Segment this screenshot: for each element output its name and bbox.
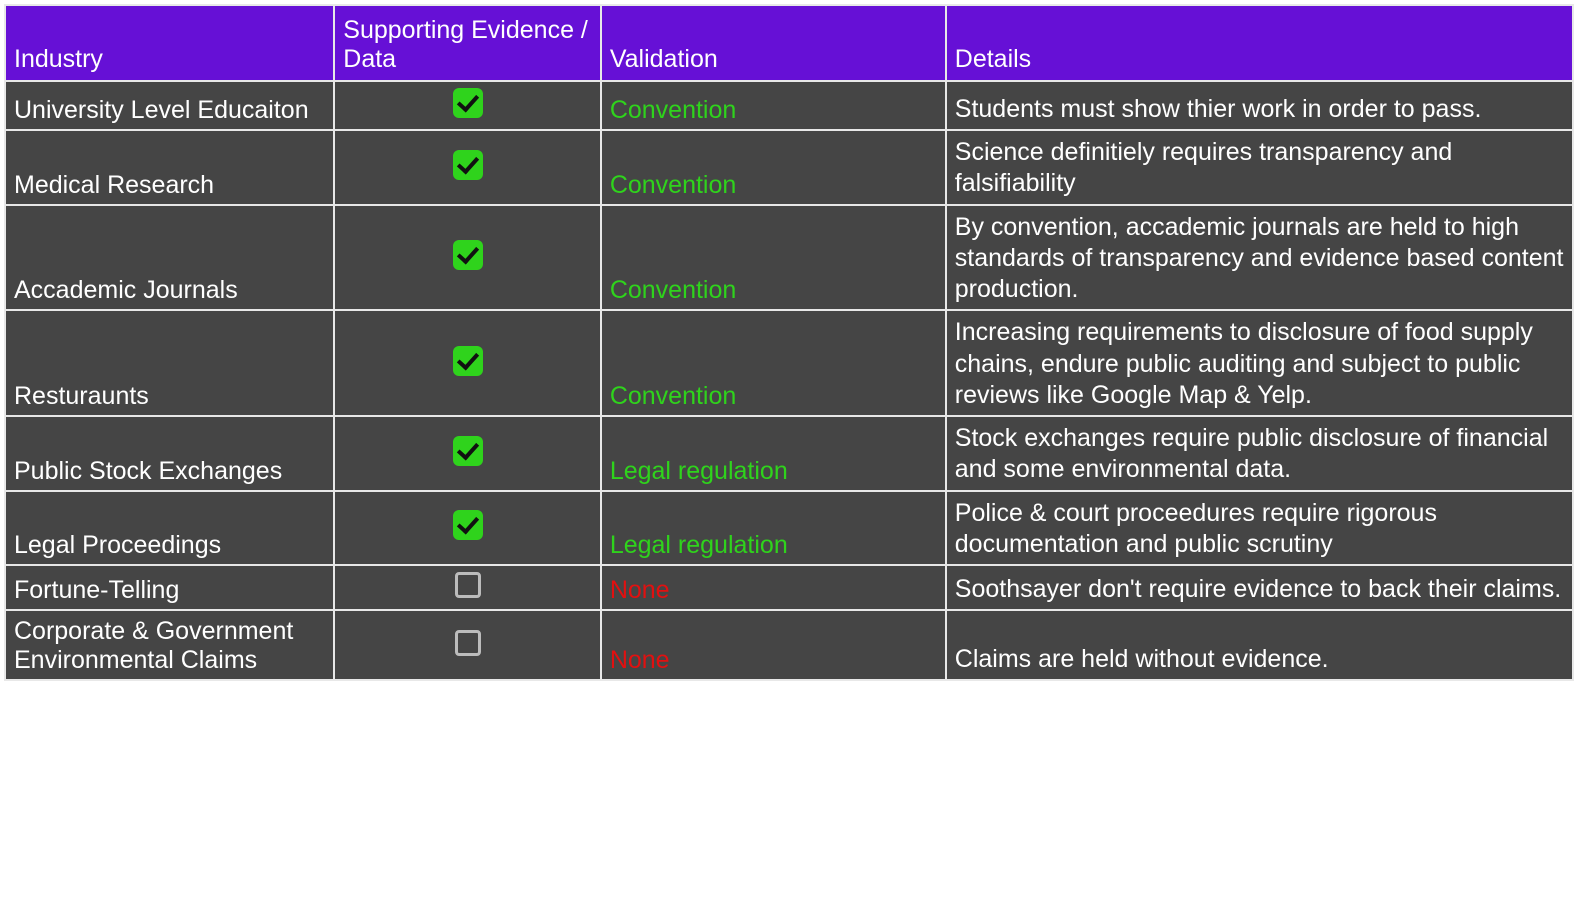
industry-cell: Public Stock Exchanges — [5, 416, 334, 491]
evidence-table: Industry Supporting Evidence / Data Vali… — [4, 4, 1574, 681]
col-header-industry: Industry — [5, 5, 334, 81]
evidence-cell — [334, 310, 601, 416]
validation-label: Convention — [610, 96, 736, 124]
evidence-cell — [334, 416, 601, 491]
col-header-evidence: Supporting Evidence / Data — [334, 5, 601, 81]
table-row: Medical Research Convention Science defini… — [5, 130, 1573, 205]
details-cell: Increasing requirements to disclosure of… — [946, 310, 1573, 416]
validation-label: Legal regulation — [610, 531, 788, 559]
validation-cell: Convention — [601, 81, 946, 130]
table-row: Fortune-Telling None Soothsayer don't requ… — [5, 565, 1573, 610]
details-cell: Students must show thier work in order t… — [946, 81, 1573, 130]
checkbox-checked-icon — [453, 240, 483, 270]
table-header: Industry Supporting Evidence / Data Vali… — [5, 5, 1573, 81]
checkbox-checked-icon — [453, 510, 483, 540]
evidence-cell — [334, 491, 601, 566]
checkbox-checked-icon — [453, 346, 483, 376]
validation-label: Convention — [610, 276, 736, 304]
table-row: Public Stock Exchanges Legal regulation St… — [5, 416, 1573, 491]
industry-cell: Resturaunts — [5, 310, 334, 416]
table-row: Resturaunts Convention Increasing requirem… — [5, 310, 1573, 416]
checkbox-checked-icon — [453, 88, 483, 118]
table-row: Accademic Journals Convention By conventio… — [5, 205, 1573, 311]
checkbox-checked-icon — [453, 436, 483, 466]
col-header-validation: Validation — [601, 5, 946, 81]
table-row: University Level Educaiton Convention Stud… — [5, 81, 1573, 130]
details-cell: Claims are held without evidence. — [946, 610, 1573, 680]
evidence-cell — [334, 205, 601, 311]
table-row: Corporate & Government Environmental Cla… — [5, 610, 1573, 680]
industry-cell: Corporate & Government Environmental Cla… — [5, 610, 334, 680]
validation-label: None — [610, 646, 670, 674]
industry-cell: Legal Proceedings — [5, 491, 334, 566]
evidence-cell — [334, 81, 601, 130]
validation-cell: None — [601, 610, 946, 680]
details-cell: Stock exchanges require public disclosur… — [946, 416, 1573, 491]
checkbox-checked-icon — [453, 150, 483, 180]
evidence-cell — [334, 610, 601, 680]
checkbox-unchecked-icon — [455, 572, 481, 598]
details-cell: Science definitiely requires transparenc… — [946, 130, 1573, 205]
validation-cell: Convention — [601, 130, 946, 205]
industry-cell: Medical Research — [5, 130, 334, 205]
industry-cell: Fortune-Telling — [5, 565, 334, 610]
industry-cell: Accademic Journals — [5, 205, 334, 311]
evidence-cell — [334, 130, 601, 205]
industry-cell: University Level Educaiton — [5, 81, 334, 130]
validation-cell: None — [601, 565, 946, 610]
validation-label: Convention — [610, 171, 736, 199]
validation-cell: Legal regulation — [601, 491, 946, 566]
validation-label: None — [610, 576, 670, 604]
evidence-cell — [334, 565, 601, 610]
details-cell: By convention, accademic journals are he… — [946, 205, 1573, 311]
validation-label: Legal regulation — [610, 457, 788, 485]
validation-cell: Convention — [601, 310, 946, 416]
col-header-details: Details — [946, 5, 1573, 81]
details-cell: Police & court proceedures require rigor… — [946, 491, 1573, 566]
validation-cell: Convention — [601, 205, 946, 311]
details-cell: Soothsayer don't require evidence to bac… — [946, 565, 1573, 610]
validation-label: Convention — [610, 382, 736, 410]
table-body: University Level Educaiton Convention Stud… — [5, 81, 1573, 680]
validation-cell: Legal regulation — [601, 416, 946, 491]
checkbox-unchecked-icon — [455, 630, 481, 656]
table-row: Legal Proceedings Legal regulation Police … — [5, 491, 1573, 566]
